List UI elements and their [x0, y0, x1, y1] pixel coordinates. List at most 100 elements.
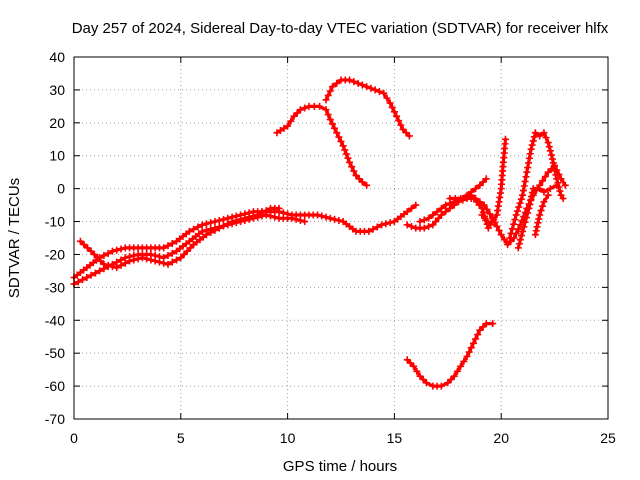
data-point — [482, 175, 490, 183]
data-point — [547, 151, 555, 159]
data-point — [155, 258, 163, 266]
data-point — [276, 126, 284, 134]
data-point — [528, 193, 536, 201]
data-point — [207, 229, 215, 237]
data-point — [437, 382, 445, 390]
data-point — [245, 213, 253, 221]
data-point — [83, 273, 91, 281]
data-point — [541, 173, 549, 181]
plot-frame — [73, 56, 609, 420]
data-point — [339, 142, 347, 150]
data-point — [335, 133, 343, 141]
data-point — [151, 257, 159, 265]
data-point — [168, 258, 176, 266]
y-tick-label: -50 — [45, 345, 65, 361]
data-point — [444, 379, 452, 387]
data-point — [93, 254, 101, 262]
data-point — [433, 208, 441, 216]
data-point — [476, 181, 484, 189]
data-point — [378, 221, 386, 229]
data-point — [479, 208, 487, 216]
data-point — [425, 222, 433, 230]
data-point — [462, 193, 470, 201]
data-point — [363, 83, 371, 91]
data-point — [559, 195, 567, 203]
data-point — [280, 124, 288, 132]
series-arc-4 — [273, 102, 371, 189]
data-point — [287, 117, 295, 125]
data-point — [383, 94, 391, 102]
data-point — [202, 220, 210, 228]
data-point — [553, 181, 561, 189]
data-point — [544, 191, 552, 199]
data-point — [463, 352, 471, 360]
data-point — [386, 99, 394, 107]
data-point — [412, 201, 420, 209]
data-point — [453, 367, 461, 375]
data-point — [561, 181, 569, 189]
data-point — [516, 199, 524, 207]
data-point — [536, 132, 544, 140]
series-arc-1 — [70, 201, 420, 281]
data-point — [495, 227, 503, 235]
data-point — [348, 163, 356, 171]
data-point — [271, 213, 279, 221]
data-point — [322, 213, 330, 221]
data-point — [211, 226, 219, 234]
data-point — [198, 221, 206, 229]
data-point — [168, 249, 176, 257]
data-point — [344, 154, 352, 162]
data-point — [397, 121, 405, 129]
data-point — [202, 231, 210, 239]
data-point — [540, 129, 548, 137]
data-point — [326, 116, 334, 124]
data-point — [546, 185, 554, 193]
y-tick-label: -40 — [45, 312, 65, 328]
data-point — [533, 223, 541, 231]
data-point — [134, 255, 142, 263]
data-point — [228, 218, 236, 226]
data-point — [413, 367, 421, 375]
data-point — [177, 254, 185, 262]
data-point — [100, 260, 108, 268]
data-point — [160, 244, 168, 252]
data-point — [528, 141, 536, 149]
y-tick-label: -30 — [45, 279, 65, 295]
data-point — [335, 216, 343, 224]
data-point — [525, 159, 533, 167]
data-point — [371, 86, 379, 94]
data-point — [549, 159, 557, 167]
y-tick-label: 30 — [49, 82, 65, 98]
ticks: 0 5 10 15 20 25 40 30 20 10 0 -10 -20 -30 -40 -50 -60 -70 — [45, 49, 616, 446]
data-point — [190, 225, 198, 233]
data-point — [322, 96, 330, 104]
data-point — [147, 256, 155, 264]
data-point — [331, 215, 339, 223]
data-point — [301, 104, 309, 112]
data-point — [416, 372, 424, 380]
data-point — [215, 224, 223, 232]
data-point — [354, 79, 362, 87]
data-point — [521, 177, 529, 185]
series-arc-13 — [531, 191, 552, 239]
data-point — [220, 222, 228, 230]
data-point — [267, 212, 275, 220]
data-point — [442, 201, 450, 209]
data-point — [328, 83, 336, 91]
data-point — [405, 132, 413, 140]
data-point — [508, 225, 516, 233]
data-point — [237, 215, 245, 223]
data-point — [528, 189, 536, 197]
data-point — [529, 137, 537, 145]
data-point — [375, 88, 383, 96]
data-point — [97, 257, 105, 265]
data-layer — [70, 76, 569, 390]
data-point — [186, 244, 194, 252]
data-point — [292, 215, 300, 223]
data-point — [416, 218, 424, 226]
data-point — [501, 135, 509, 143]
data-point — [180, 250, 188, 258]
data-point — [138, 254, 146, 262]
data-point — [288, 214, 296, 222]
data-point — [249, 212, 257, 220]
